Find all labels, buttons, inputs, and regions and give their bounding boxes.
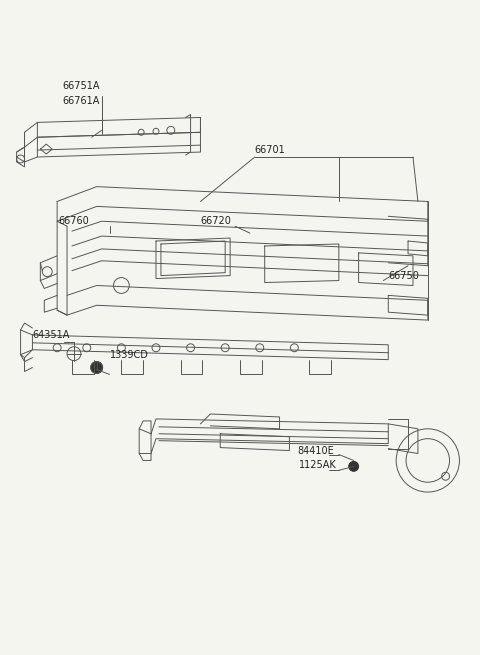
Text: 66760: 66760: [58, 216, 89, 226]
Text: 1125AK: 1125AK: [300, 460, 337, 470]
Text: 66751A: 66751A: [62, 81, 99, 91]
Text: 1339CD: 1339CD: [109, 350, 148, 360]
Text: 64351A: 64351A: [33, 330, 70, 340]
Text: 66701: 66701: [255, 145, 286, 155]
Text: 66761A: 66761A: [62, 96, 99, 105]
Text: 66720: 66720: [201, 216, 231, 226]
Text: 66750: 66750: [388, 271, 419, 280]
Circle shape: [91, 362, 103, 373]
Text: 84410E: 84410E: [297, 445, 334, 456]
Circle shape: [349, 461, 359, 472]
